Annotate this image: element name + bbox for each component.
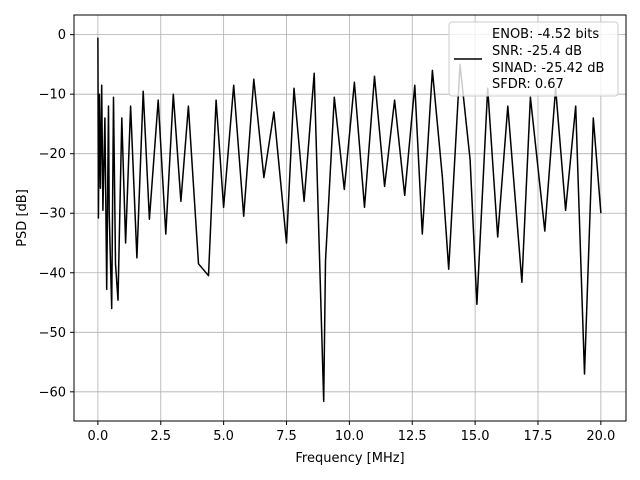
y-tick-label: −10	[39, 88, 66, 103]
x-tick-label: 10.0	[335, 429, 364, 444]
plot-area	[97, 37, 602, 403]
legend-sinad: SINAD: -25.42 dB	[492, 61, 604, 76]
x-tick-label: 2.5	[150, 429, 171, 444]
axes-frame	[73, 14, 627, 422]
x-tick-label: 0.0	[88, 429, 109, 444]
y-tick-label: −30	[39, 207, 66, 222]
y-tick-label: −50	[39, 326, 66, 341]
y-axis-label: PSD [dB]	[15, 189, 30, 247]
y-axis: 0 −10 −20 −30 −40 −50 −60	[39, 28, 74, 400]
legend-sfdr: SFDR: 0.67	[492, 77, 564, 92]
legend-box	[448, 21, 619, 97]
legend-enob: ENOB: -4.52 bits	[492, 27, 599, 42]
grid-lines	[74, 15, 626, 421]
y-tick-label: −40	[39, 266, 66, 281]
x-tick-label: 7.5	[276, 429, 297, 444]
x-axis-label: Frequency [MHz]	[295, 451, 404, 466]
y-tick-label: −20	[39, 147, 66, 162]
x-axis: 0.0 2.5 5.0 7.5 10.0 12.5 15.0 17.5 20.0	[88, 421, 615, 444]
psd-series-line	[97, 37, 602, 403]
x-tick-label: 12.5	[398, 429, 427, 444]
x-tick-label: 17.5	[524, 429, 553, 444]
legend-snr: SNR: -25.4 dB	[492, 44, 582, 59]
x-tick-label: 20.0	[586, 429, 615, 444]
y-tick-label: 0	[58, 28, 66, 43]
x-tick-label: 5.0	[213, 429, 234, 444]
legend: ENOB: -4.52 bits SNR: -25.4 dB SINAD: -2…	[448, 21, 619, 97]
y-tick-label: −60	[39, 385, 66, 400]
x-tick-label: 15.0	[461, 429, 490, 444]
